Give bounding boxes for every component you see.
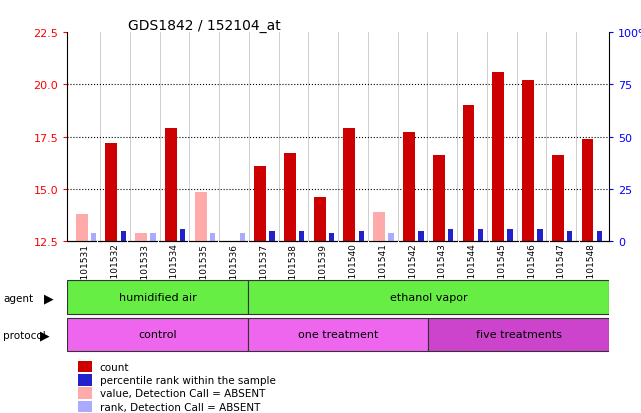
Bar xyxy=(403,133,415,242)
Bar xyxy=(76,214,88,242)
Bar xyxy=(78,387,92,399)
Bar xyxy=(448,229,453,242)
Text: control: control xyxy=(138,330,177,339)
Bar xyxy=(78,401,92,413)
Text: agent: agent xyxy=(3,293,33,303)
Text: ▶: ▶ xyxy=(40,329,50,342)
Text: humidified air: humidified air xyxy=(119,292,196,302)
Bar xyxy=(344,129,355,242)
Bar xyxy=(78,361,92,373)
Bar xyxy=(597,231,602,242)
Bar xyxy=(329,233,334,242)
Bar xyxy=(165,129,177,242)
Bar xyxy=(508,229,513,242)
Bar xyxy=(433,156,445,242)
Text: rank, Detection Call = ABSENT: rank, Detection Call = ABSENT xyxy=(100,402,260,412)
Bar xyxy=(359,231,364,242)
Bar xyxy=(567,231,572,242)
Bar xyxy=(121,231,126,242)
Bar xyxy=(463,106,474,242)
Bar xyxy=(135,233,147,242)
Bar xyxy=(105,144,117,242)
Bar xyxy=(581,140,594,242)
Text: protocol: protocol xyxy=(3,330,46,340)
Bar xyxy=(151,233,156,242)
Text: five treatments: five treatments xyxy=(476,330,562,339)
Bar xyxy=(180,229,185,242)
Bar xyxy=(478,229,483,242)
Bar xyxy=(522,81,534,242)
Text: ▶: ▶ xyxy=(44,292,53,305)
Bar xyxy=(91,233,96,242)
Bar xyxy=(299,231,304,242)
Bar xyxy=(67,318,248,351)
Bar xyxy=(269,231,275,242)
Bar xyxy=(418,231,424,242)
Bar xyxy=(492,73,504,242)
Bar xyxy=(248,318,428,351)
Bar xyxy=(428,318,609,351)
Text: percentile rank within the sample: percentile rank within the sample xyxy=(100,375,276,385)
Bar xyxy=(537,229,542,242)
Bar xyxy=(210,233,215,242)
Bar xyxy=(388,233,394,242)
Text: value, Detection Call = ABSENT: value, Detection Call = ABSENT xyxy=(100,388,265,398)
Bar xyxy=(195,192,206,242)
Bar xyxy=(254,166,266,242)
Text: GDS1842 / 152104_at: GDS1842 / 152104_at xyxy=(128,19,281,33)
Text: ethanol vapor: ethanol vapor xyxy=(390,292,467,302)
Bar xyxy=(78,374,92,386)
Bar xyxy=(552,156,563,242)
Bar xyxy=(313,198,326,242)
Bar xyxy=(248,281,609,314)
Text: one treatment: one treatment xyxy=(298,330,378,339)
Text: count: count xyxy=(100,362,129,372)
Bar xyxy=(284,154,296,242)
Bar xyxy=(240,233,245,242)
Bar xyxy=(67,281,248,314)
Bar xyxy=(373,212,385,242)
